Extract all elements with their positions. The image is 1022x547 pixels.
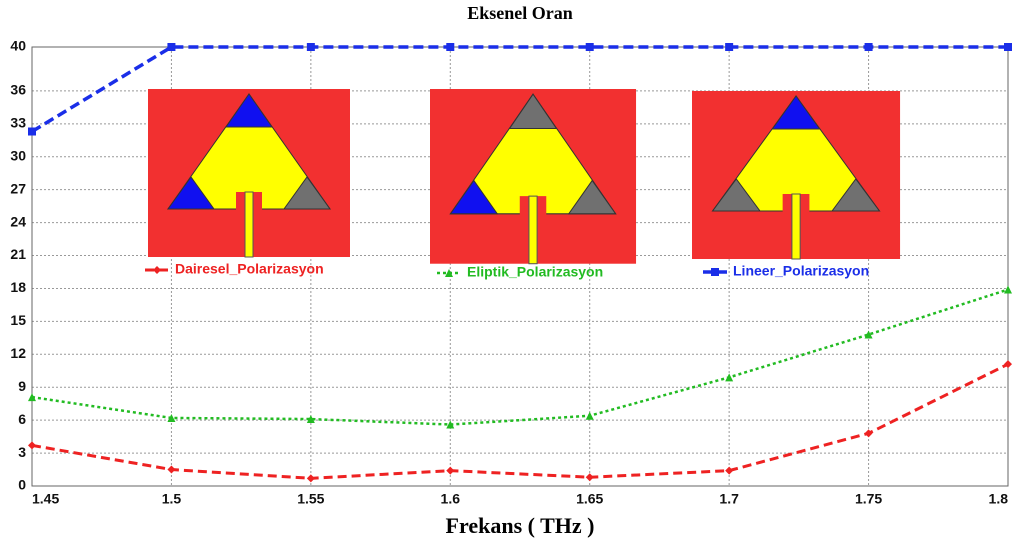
marker <box>1004 43 1012 51</box>
y-tick-label: 0 <box>18 477 26 493</box>
x-tick-label: 1.7 <box>719 491 739 507</box>
y-tick-label: 36 <box>10 82 26 98</box>
marker <box>167 43 176 51</box>
marker <box>306 43 315 51</box>
antenna-image <box>692 91 901 260</box>
marker <box>1004 285 1012 294</box>
y-tick-label: 12 <box>10 345 26 361</box>
marker <box>306 415 315 424</box>
antenna-image <box>148 89 350 258</box>
legend-marker <box>153 266 161 274</box>
marker <box>864 43 873 51</box>
x-tick-label: 1.75 <box>855 491 882 507</box>
legend-label: Eliptik_Polarizasyon <box>467 264 603 280</box>
marker <box>167 413 176 422</box>
y-tick-label: 33 <box>10 115 26 131</box>
series-line <box>31 45 1008 134</box>
marker <box>864 330 873 339</box>
legend-marker <box>711 268 719 276</box>
x-tick-label: 1.55 <box>297 491 324 507</box>
y-tick-label: 9 <box>18 378 26 394</box>
marker <box>446 420 455 429</box>
x-tick-label: 1.45 <box>32 491 59 507</box>
chart-title: Eksenel Oran <box>467 3 573 23</box>
marker <box>446 43 455 51</box>
y-tick-label: 18 <box>10 279 26 295</box>
y-tick-label: 15 <box>10 312 26 328</box>
y-tick-label: 3 <box>18 444 26 460</box>
marker <box>306 474 315 483</box>
marker <box>725 466 734 475</box>
series-line <box>31 362 1009 480</box>
x-tick-label: 1.6 <box>441 491 461 507</box>
marker <box>446 466 455 475</box>
x-axis-label: Frekans ( THz ) <box>446 513 595 538</box>
marker <box>1004 360 1012 369</box>
marker <box>167 465 176 474</box>
y-tick-label: 40 <box>10 38 26 54</box>
marker <box>864 429 873 438</box>
legend-label: Lineer_Polarizasyon <box>733 263 869 279</box>
y-tick-label: 30 <box>10 147 26 163</box>
marker <box>28 127 36 136</box>
x-tick-label: 1.65 <box>576 491 603 507</box>
series-line <box>31 288 1009 426</box>
y-tick-label: 21 <box>10 246 26 262</box>
x-tick-label: 1.8 <box>989 491 1009 507</box>
marker <box>585 43 594 51</box>
y-tick-label: 27 <box>10 180 26 196</box>
marker <box>725 373 734 382</box>
marker <box>585 411 594 420</box>
marker <box>28 393 36 402</box>
marker <box>585 473 594 482</box>
y-tick-label: 6 <box>18 411 26 427</box>
antenna-image <box>430 89 637 265</box>
x-tick-label: 1.5 <box>162 491 182 507</box>
marker <box>28 441 36 450</box>
y-tick-label: 24 <box>10 213 26 229</box>
legend-label: Dairesel_Polarizasyon <box>175 261 324 277</box>
marker <box>725 43 734 51</box>
legend-marker <box>445 269 453 277</box>
